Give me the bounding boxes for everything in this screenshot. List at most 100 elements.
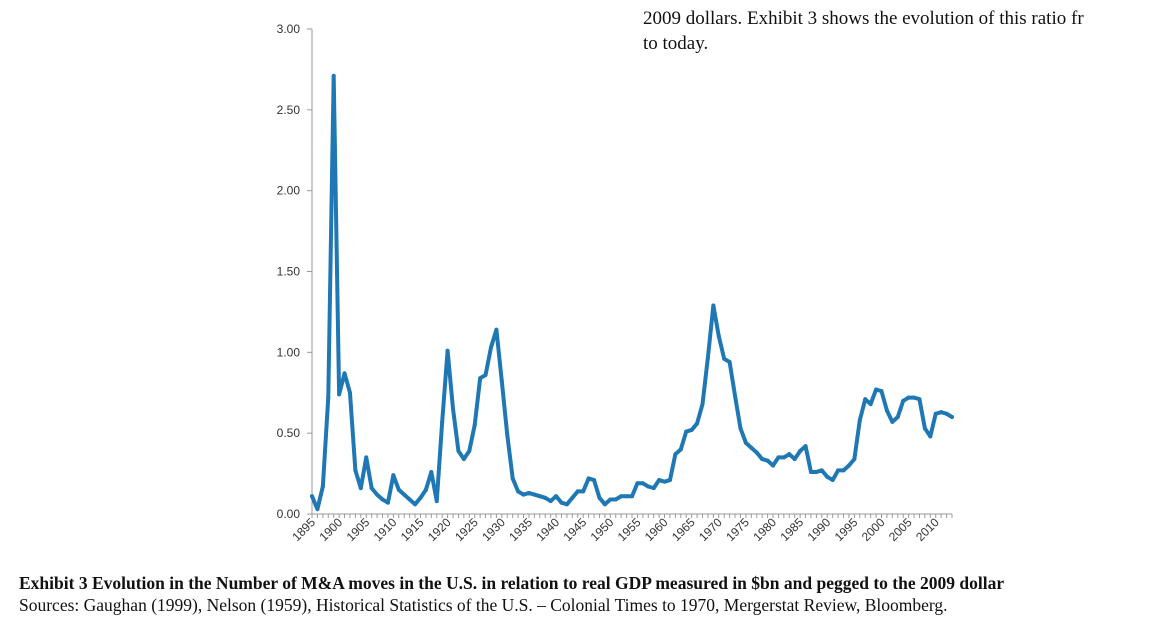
data-point xyxy=(521,492,526,497)
data-point xyxy=(624,494,629,499)
data-point xyxy=(657,478,662,483)
data-point xyxy=(727,360,732,365)
data-point xyxy=(402,492,407,497)
data-point xyxy=(879,389,884,394)
x-tick-label: 1965 xyxy=(669,515,698,544)
x-tick-label: 1910 xyxy=(371,515,400,544)
body-text-line-1: 2009 dollars. Exhibit 3 shows the evolut… xyxy=(643,8,1084,29)
y-tick-label: 2.50 xyxy=(277,103,301,117)
data-point xyxy=(825,474,830,479)
series-line xyxy=(310,73,954,512)
x-tick-label: 1900 xyxy=(316,515,345,544)
data-point xyxy=(526,490,531,495)
data-point xyxy=(369,486,374,491)
data-point xyxy=(760,457,765,462)
data-point xyxy=(743,440,748,445)
data-point xyxy=(808,469,813,474)
data-point xyxy=(890,419,895,424)
data-point xyxy=(716,334,721,339)
data-point xyxy=(912,395,917,400)
data-point xyxy=(592,478,597,483)
data-point xyxy=(933,411,938,416)
data-point xyxy=(570,495,575,500)
data-point xyxy=(440,419,445,424)
data-point xyxy=(499,379,504,384)
data-point xyxy=(532,492,537,497)
data-point xyxy=(391,473,396,478)
data-point xyxy=(673,452,678,457)
data-point xyxy=(722,356,727,361)
data-point xyxy=(559,500,564,505)
data-point xyxy=(950,415,954,419)
data-point xyxy=(358,486,363,491)
data-point xyxy=(874,387,879,392)
data-point xyxy=(337,392,342,397)
data-point xyxy=(451,406,456,411)
data-point xyxy=(857,418,862,423)
caption-title: Exhibit 3 Evolution in the Number of M&A… xyxy=(19,573,1005,593)
body-text: 2009 dollars. Exhibit 3 shows the evolut… xyxy=(643,6,1156,56)
data-point xyxy=(575,489,580,494)
x-tick-label: 1995 xyxy=(832,515,861,544)
data-point xyxy=(678,447,683,452)
data-point xyxy=(749,445,754,450)
x-tick-label: 2000 xyxy=(859,515,888,544)
figure-caption: Exhibit 3 Evolution in the Number of M&A… xyxy=(19,572,1156,616)
x-tick-label: 2010 xyxy=(913,515,942,544)
data-point xyxy=(347,390,352,395)
x-tick-label: 1925 xyxy=(452,515,481,544)
data-point xyxy=(564,502,569,507)
data-point xyxy=(375,492,380,497)
data-point xyxy=(819,468,824,473)
data-point xyxy=(315,507,320,512)
data-point xyxy=(841,468,846,473)
x-tick-label: 2005 xyxy=(886,515,915,544)
y-tick-label: 0.50 xyxy=(277,426,301,440)
data-point xyxy=(635,481,640,486)
data-point xyxy=(700,402,705,407)
data-point xyxy=(320,484,325,489)
data-point xyxy=(939,410,944,415)
x-axis: 1895190019051910191519201925193019351940… xyxy=(289,513,953,544)
data-point xyxy=(852,457,857,462)
data-point xyxy=(510,476,515,481)
data-point xyxy=(581,489,586,494)
data-point xyxy=(396,487,401,492)
data-point xyxy=(667,478,672,483)
data-point xyxy=(554,494,559,499)
data-point xyxy=(456,448,461,453)
data-point xyxy=(646,484,651,489)
data-point xyxy=(765,458,770,463)
data-point xyxy=(461,457,466,462)
data-point xyxy=(630,494,634,499)
data-point xyxy=(353,468,358,473)
data-point xyxy=(884,408,889,413)
x-tick-label: 1955 xyxy=(615,515,644,544)
data-point xyxy=(901,398,906,403)
data-point xyxy=(640,481,645,486)
data-point xyxy=(467,448,472,453)
data-point xyxy=(423,487,428,492)
x-tick-label: 1905 xyxy=(344,515,373,544)
y-tick-label: 3.00 xyxy=(277,22,301,36)
data-point xyxy=(928,434,933,439)
x-tick-label: 1950 xyxy=(588,515,617,544)
data-point xyxy=(310,494,314,499)
body-text-line-2: to today. xyxy=(643,33,709,54)
data-point xyxy=(418,495,423,500)
x-tick-label: 1915 xyxy=(398,515,427,544)
y-tick-label: 0.00 xyxy=(277,507,301,521)
line-chart: 0.00 0.50 1.00 1.50 2.00 2.50 3.00 18951900190… xyxy=(277,22,954,544)
data-point xyxy=(597,495,602,500)
data-point xyxy=(548,499,553,504)
x-tick-label: 1975 xyxy=(723,515,752,544)
y-tick-label: 1.50 xyxy=(277,265,301,279)
y-tick-label: 2.00 xyxy=(277,184,301,198)
data-point xyxy=(803,444,808,449)
series-layer xyxy=(310,73,954,512)
data-point xyxy=(326,395,331,400)
data-point xyxy=(863,397,868,402)
data-point xyxy=(695,421,700,426)
data-point xyxy=(792,457,797,462)
data-point xyxy=(830,478,835,483)
